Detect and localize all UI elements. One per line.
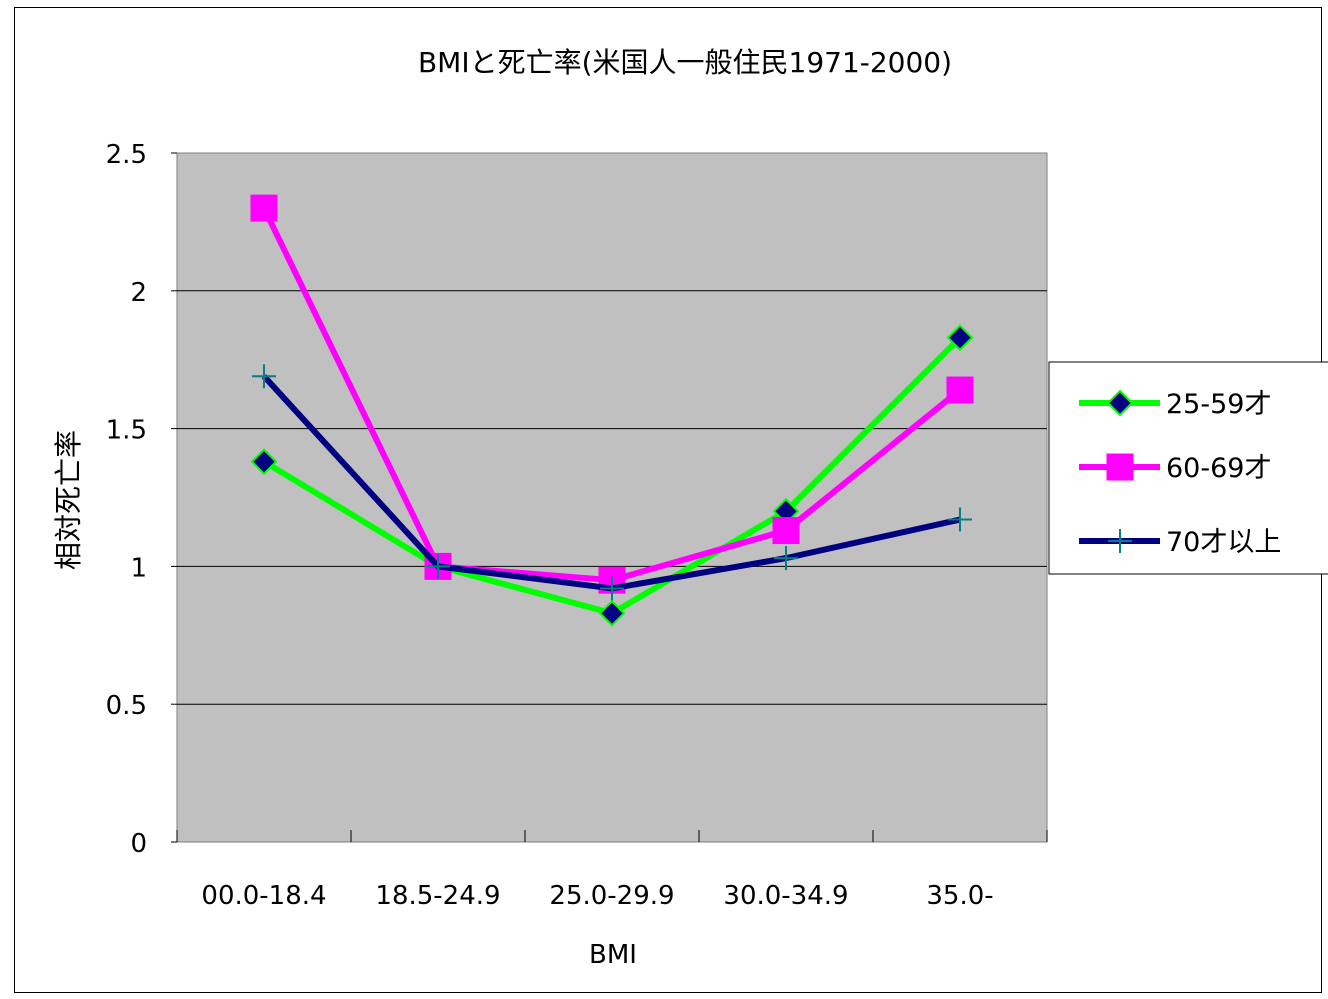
legend: 25-59才 60-69才 70才以上 — [1048, 361, 1328, 575]
y-tick-label: 1 — [130, 553, 147, 583]
plus-marker — [948, 507, 972, 532]
square-marker — [250, 194, 278, 222]
diamond-marker — [598, 599, 626, 627]
x-tick-label: 25.0-29.9 — [549, 881, 674, 911]
legend-item-3: 70才以上 — [1079, 527, 1281, 558]
legend-item-1: 25-59才 — [1079, 389, 1271, 420]
y-tick-label: 1.5 — [106, 416, 147, 446]
legend-label: 25-59才 — [1166, 389, 1271, 420]
x-tick-label: 18.5-24.9 — [375, 881, 500, 911]
square-marker — [1106, 453, 1134, 481]
legend-label: 60-69才 — [1166, 453, 1271, 484]
legend-label: 70才以上 — [1166, 527, 1281, 558]
y-tick-label: 0 — [130, 829, 147, 859]
legend-item-2: 60-69才 — [1079, 453, 1271, 484]
y-tick-label: 2 — [130, 278, 147, 308]
plot-area — [176, 152, 1048, 843]
series-layer — [250, 194, 974, 627]
x-tick-label: 30.0-34.9 — [723, 881, 848, 911]
series-3 — [252, 364, 972, 601]
plus-marker — [252, 364, 276, 389]
diamond-marker — [946, 324, 974, 352]
gridlines — [177, 290, 1047, 705]
x-axis-ticks: 00.0-18.4 18.5-24.9 25.0-29.9 30.0-34.9 35.0… — [176, 830, 1048, 911]
y-axis-ticks: 0 0.5 1 1.5 2 2.5 — [106, 140, 177, 859]
plus-marker — [1108, 529, 1132, 553]
x-axis-label: BMI — [589, 940, 637, 970]
plus-marker — [600, 576, 624, 601]
y-tick-label: 2.5 — [106, 140, 147, 170]
x-tick-label: 00.0-18.4 — [201, 881, 326, 911]
diamond-marker — [1106, 389, 1134, 417]
plus-marker — [426, 554, 450, 579]
square-marker — [946, 376, 974, 404]
chart-title: BMIと死亡率(米国人一般住民1971-2000) — [418, 46, 952, 79]
square-marker — [772, 517, 800, 545]
y-axis-label: 相対死亡率 — [52, 430, 85, 570]
y-tick-label: 0.5 — [106, 691, 147, 721]
plus-marker — [774, 546, 798, 571]
diamond-marker — [250, 448, 278, 476]
x-tick-label: 35.0- — [926, 881, 993, 911]
